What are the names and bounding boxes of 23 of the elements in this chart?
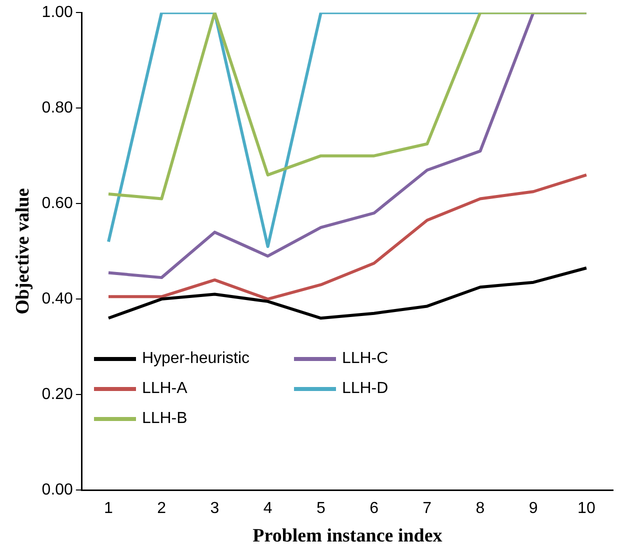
y-tick-label: 0.20 <box>42 386 74 403</box>
x-tick-label: 10 <box>578 500 596 518</box>
x-tick-label: 7 <box>422 500 432 518</box>
x-tick-label: 8 <box>476 500 485 518</box>
x-tick-label: 4 <box>263 500 272 518</box>
x-tick-label: 5 <box>316 500 326 518</box>
y-tick-label: 1.00 <box>42 4 74 22</box>
x-tick-label: 9 <box>528 500 538 518</box>
x-tick-label: 3 <box>210 500 220 518</box>
legend-label: LLH-A <box>142 380 188 398</box>
x-tick-label: 2 <box>157 500 166 518</box>
legend-label: Hyper-heuristic <box>142 350 250 368</box>
legend-label: LLH-D <box>342 380 388 398</box>
y-tick-label: 0.00 <box>42 481 74 498</box>
y-axis-title: Objective value <box>12 188 34 314</box>
x-axis-title: Problem instance index <box>252 526 443 547</box>
x-tick-label: 6 <box>370 500 379 518</box>
y-tick-label: 0.40 <box>42 290 74 308</box>
legend-label: LLH-B <box>142 410 188 428</box>
legend-label: LLH-C <box>342 350 388 368</box>
x-tick-label: 1 <box>104 500 114 518</box>
y-tick-label: 0.60 <box>42 194 74 212</box>
y-tick-label: 0.80 <box>42 99 74 116</box>
